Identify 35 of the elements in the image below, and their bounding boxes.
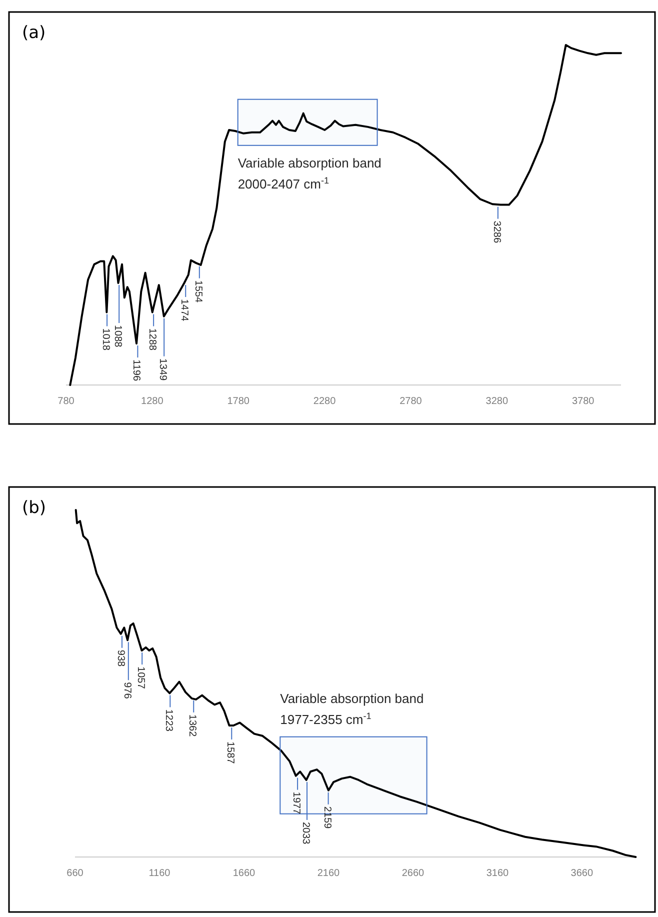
- x-tick-label: 1280: [141, 396, 164, 408]
- chart-title: (a): [22, 23, 46, 43]
- annotation: 1349: [157, 358, 168, 382]
- annotation: 3286: [490, 220, 502, 244]
- x-tick-label: 2780: [400, 396, 422, 408]
- annotation: 1223: [163, 709, 174, 732]
- annotation: 1196: [130, 360, 142, 382]
- x-tick-label: 2280: [313, 396, 336, 408]
- x-tick-label: 1780: [227, 396, 250, 408]
- annotation: 1088: [112, 325, 124, 348]
- band-label: Variable absorption band 2000-2407 cm$^{-1}$: [238, 155, 382, 192]
- x-tick-label: 3280: [486, 396, 508, 408]
- x-tick-label: 780: [58, 396, 75, 408]
- annotation: 1362: [186, 714, 198, 738]
- x-tick-label: 3160: [486, 868, 509, 880]
- annotation: 2159: [321, 806, 332, 830]
- chart-title: (b): [22, 498, 46, 518]
- annotation: 938: [114, 650, 126, 667]
- annotation: 976: [121, 682, 132, 700]
- annotation: 1587: [224, 741, 236, 764]
- annotation: 1554: [192, 280, 204, 303]
- x-tick-label: 660: [66, 868, 84, 880]
- x-tick-label: 1160: [148, 868, 171, 880]
- x-tick-label: 2660: [402, 868, 425, 880]
- band-label: Variable absorption band 1977-2355 cm$^{-1}$: [280, 690, 424, 727]
- annotation: 1977: [290, 792, 302, 814]
- annotation: 1057: [135, 666, 146, 690]
- annotation: 1474: [178, 299, 190, 322]
- x-tick-label: 3660: [570, 868, 594, 880]
- annotation: 2033: [300, 822, 312, 845]
- x-tick-label: 3780: [572, 396, 595, 408]
- annotation: 1288: [146, 328, 158, 351]
- x-tick-label: 2160: [317, 868, 340, 880]
- annotation: 1018: [100, 328, 112, 351]
- x-tick-label: 1660: [232, 868, 256, 880]
